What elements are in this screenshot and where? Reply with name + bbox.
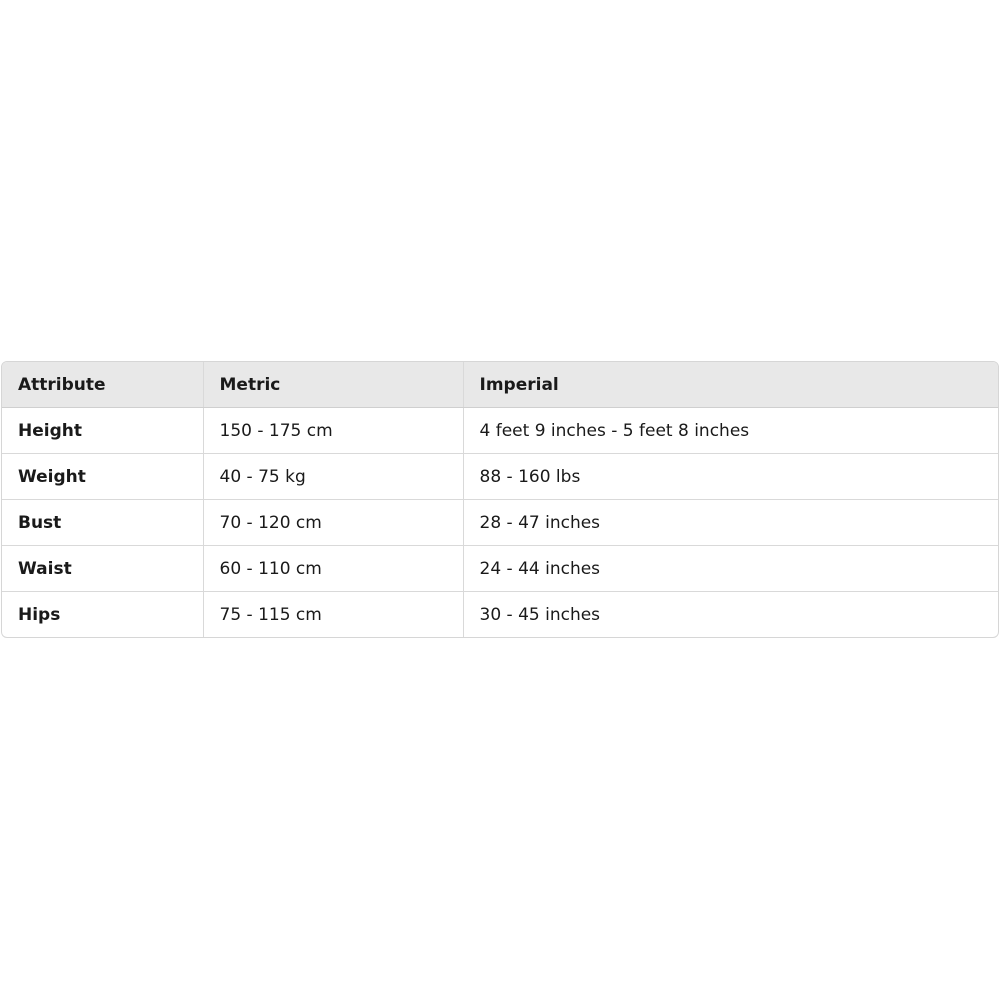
- imperial-cell: 24 - 44 inches: [463, 545, 998, 592]
- imperial-cell: 4 feet 9 inches - 5 feet 8 inches: [463, 407, 998, 454]
- table-header-row: Attribute Metric Imperial: [2, 362, 998, 408]
- imperial-cell: 88 - 160 lbs: [463, 453, 998, 500]
- metric-cell: 40 - 75 kg: [203, 453, 464, 500]
- imperial-cell: 28 - 47 inches: [463, 499, 998, 546]
- attribute-cell: Bust: [2, 499, 204, 546]
- attribute-cell: Hips: [2, 591, 204, 637]
- header-imperial: Imperial: [463, 362, 998, 408]
- metric-cell: 60 - 110 cm: [203, 545, 464, 592]
- table-row: Height 150 - 175 cm 4 feet 9 inches - 5 …: [2, 407, 998, 454]
- imperial-cell: 30 - 45 inches: [479, 604, 601, 625]
- table-row: Bust 70 - 120 cm 28 - 47 inches: [2, 499, 998, 546]
- header-metric: Metric: [203, 362, 464, 408]
- table-row: Weight 40 - 75 kg 88 - 160 lbs: [2, 453, 998, 500]
- table-row: Hips 75 - 115 cm 30 - 45 inches: [2, 591, 998, 637]
- attribute-cell: Weight: [2, 453, 204, 500]
- attribute-cell: Height: [2, 407, 204, 454]
- metric-cell: 75 - 115 cm: [203, 591, 464, 637]
- measurements-table: Attribute Metric Imperial Height 150 - 1…: [1, 361, 999, 638]
- header-attribute: Attribute: [2, 362, 204, 408]
- metric-cell: 150 - 175 cm: [203, 407, 464, 454]
- metric-cell: 70 - 120 cm: [203, 499, 464, 546]
- table-row: Waist 60 - 110 cm 24 - 44 inches: [2, 545, 998, 592]
- attribute-cell: Waist: [2, 545, 204, 592]
